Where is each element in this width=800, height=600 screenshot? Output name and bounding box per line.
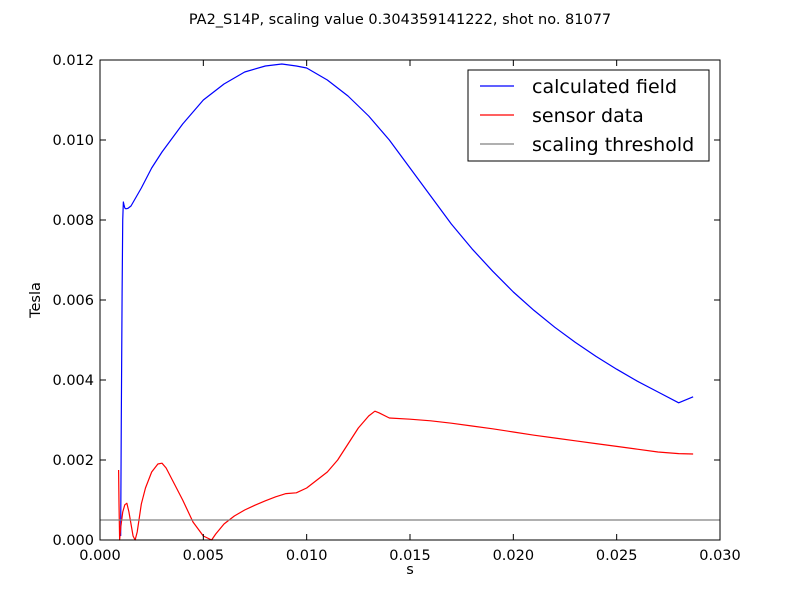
chart-title: PA2_S14P, scaling value 0.304359141222, … [189,12,611,28]
x-tick-label: 0.010 [286,548,328,564]
x-tick-label: 0.025 [596,548,638,564]
legend-label-calculated-field: calculated field [532,76,677,98]
x-axis-label: s [406,562,414,578]
x-tick-label: 0.030 [699,548,741,564]
x-tick-label: 0.020 [493,548,535,564]
x-tick-label: 0.000 [79,548,121,564]
y-tick-label: 0.004 [52,373,94,389]
y-tick-label: 0.012 [52,53,94,69]
y-tick-label: 0.002 [52,453,94,469]
y-axis-label: Tesla [28,282,44,319]
y-tick-label: 0.008 [52,213,94,229]
series-line-sensor-data [118,410,694,541]
y-tick-label: 0.010 [52,133,94,149]
series-line-calculated-field [120,63,694,537]
y-tick-label: 0.000 [52,533,94,549]
legend: calculated field sensor data scaling thres… [467,69,710,162]
y-tick-label: 0.006 [52,293,94,309]
legend-label-sensor-data: sensor data [532,105,644,127]
legend-label-scaling-threshold: scaling threshold [532,134,694,156]
series-layer [100,63,720,541]
x-tick-label: 0.005 [183,548,225,564]
x-tick-label: 0.015 [389,548,431,564]
y-axis-ticks: 0.000 0.002 0.004 0.006 0.008 0.010 0.012 [52,53,720,549]
x-axis-ticks: 0.000 0.005 0.010 0.015 0.020 0.025 0.030 [79,60,741,564]
